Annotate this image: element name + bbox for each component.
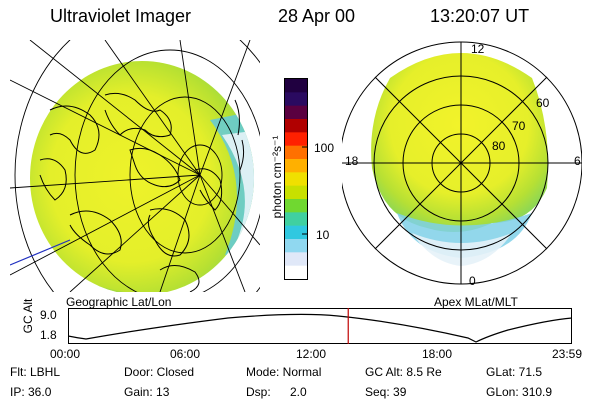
altitude-tick-9: 9.0 bbox=[40, 308, 57, 322]
mlt-label-0: 0 bbox=[469, 274, 476, 288]
geographic-grid bbox=[10, 40, 260, 292]
time-tick-0000: 00:00 bbox=[50, 347, 81, 361]
mlt-label-18: 18 bbox=[345, 154, 359, 168]
time-tick-1800: 18:00 bbox=[422, 347, 453, 361]
colorbar-segment bbox=[285, 199, 307, 213]
lat-label-70: 70 bbox=[512, 119, 526, 133]
colorbar-segment bbox=[285, 132, 307, 147]
status-filter: Flt: LBHL bbox=[10, 365, 61, 379]
status-ip: IP: 36.0 bbox=[10, 385, 52, 399]
lat-label-80: 80 bbox=[492, 139, 506, 153]
colorbar-segment bbox=[285, 239, 307, 253]
altitude-tick-1-8: 1.8 bbox=[40, 328, 57, 342]
colorbar-unit-label: photon cm⁻²s⁻¹ bbox=[270, 135, 284, 219]
mlt-label-6: 6 bbox=[574, 154, 581, 168]
colorbar-segment bbox=[285, 212, 307, 227]
altitude-plot-frame bbox=[68, 308, 572, 344]
colorbar-frame bbox=[284, 78, 308, 280]
status-mode: Mode: Normal bbox=[246, 365, 322, 379]
colorbar-tick-100: 100 bbox=[314, 141, 335, 155]
colorbar-segment bbox=[285, 265, 307, 280]
time-label: 13:20:07 UT bbox=[430, 6, 530, 26]
status-dsp-label: Dsp: bbox=[246, 385, 271, 399]
colorbar-segment bbox=[285, 119, 307, 133]
status-door: Door: Closed bbox=[124, 365, 195, 379]
status-gain: Gain: 13 bbox=[124, 385, 170, 399]
colorbar-segment bbox=[285, 252, 307, 267]
colorbar bbox=[284, 78, 308, 280]
instrument-title: Ultraviolet Imager bbox=[50, 6, 192, 26]
polar-grid bbox=[342, 41, 582, 285]
colorbar-segment bbox=[285, 159, 307, 173]
status-seq: Seq: 39 bbox=[365, 385, 407, 399]
altitude-plot bbox=[68, 308, 572, 344]
geographic-image-panel bbox=[10, 40, 260, 292]
magnetic-caption: Apex MLat/MLT bbox=[434, 295, 518, 309]
mlt-label-12: 12 bbox=[471, 42, 485, 56]
colorbar-segment bbox=[285, 105, 307, 120]
status-glon: GLon: 310.9 bbox=[486, 385, 553, 399]
status-glat: GLat: 71.5 bbox=[486, 365, 543, 379]
colorbar-segment bbox=[285, 225, 307, 240]
colorbar-segment bbox=[285, 172, 307, 187]
lat-label-60: 60 bbox=[536, 96, 550, 110]
geographic-caption: Geographic Lat/Lon bbox=[66, 295, 172, 309]
altitude-curve bbox=[68, 313, 572, 343]
colorbar-tick-10: 10 bbox=[316, 228, 330, 242]
colorbar-segment bbox=[285, 145, 307, 160]
terminator-line bbox=[10, 239, 71, 266]
altitude-axis-label: GC Alt bbox=[21, 298, 35, 334]
status-gc-alt: GC Alt: 8.5 Re bbox=[365, 365, 442, 379]
colorbar-segment bbox=[285, 92, 307, 107]
aurora-oval-magnetic bbox=[371, 53, 548, 232]
time-tick-2359: 23:59 bbox=[552, 347, 583, 361]
colorbar-segment bbox=[285, 79, 307, 93]
date-label: 28 Apr 00 bbox=[278, 6, 356, 26]
colorbar-segment bbox=[285, 185, 307, 200]
magnetic-polar-plot bbox=[342, 41, 582, 285]
time-tick-0600: 06:00 bbox=[170, 347, 201, 361]
time-tick-1200: 12:00 bbox=[296, 347, 327, 361]
status-dsp-value: 2.0 bbox=[290, 385, 307, 399]
